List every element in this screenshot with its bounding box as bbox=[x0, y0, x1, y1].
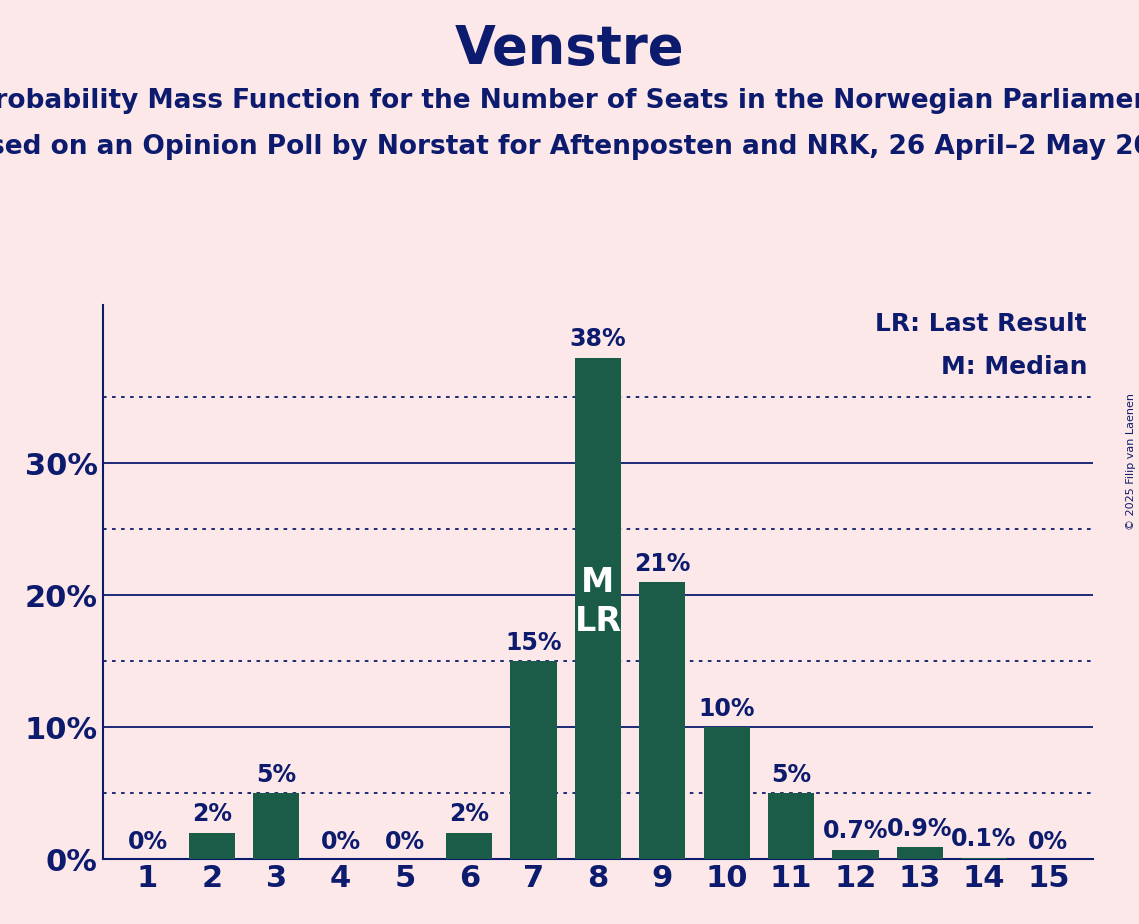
Text: 5%: 5% bbox=[256, 762, 296, 786]
Text: 0%: 0% bbox=[128, 830, 167, 854]
Bar bbox=[768, 794, 814, 859]
Text: LR: Last Result: LR: Last Result bbox=[876, 311, 1087, 335]
Bar bbox=[639, 582, 686, 859]
Text: 5%: 5% bbox=[771, 762, 811, 786]
Bar bbox=[704, 727, 749, 859]
Text: M: M bbox=[581, 565, 615, 599]
Bar bbox=[961, 858, 1007, 859]
Text: 21%: 21% bbox=[634, 552, 690, 576]
Text: 38%: 38% bbox=[570, 327, 626, 351]
Bar bbox=[510, 662, 557, 859]
Text: 0.7%: 0.7% bbox=[822, 820, 888, 844]
Text: M: Median: M: Median bbox=[941, 355, 1087, 379]
Bar bbox=[189, 833, 235, 859]
Text: 15%: 15% bbox=[506, 631, 562, 655]
Text: 0%: 0% bbox=[385, 830, 425, 854]
Bar bbox=[253, 794, 300, 859]
Text: Venstre: Venstre bbox=[454, 23, 685, 75]
Bar bbox=[575, 358, 621, 859]
Bar bbox=[446, 833, 492, 859]
Text: LR: LR bbox=[574, 605, 622, 638]
Text: Based on an Opinion Poll by Norstat for Aftenposten and NRK, 26 April–2 May 2022: Based on an Opinion Poll by Norstat for … bbox=[0, 134, 1139, 160]
Bar bbox=[896, 847, 943, 859]
Text: Probability Mass Function for the Number of Seats in the Norwegian Parliament: Probability Mass Function for the Number… bbox=[0, 88, 1139, 114]
Text: 0%: 0% bbox=[1029, 830, 1068, 854]
Text: 0.9%: 0.9% bbox=[887, 817, 952, 841]
Text: 0.1%: 0.1% bbox=[951, 827, 1017, 851]
Text: © 2025 Filip van Laenen: © 2025 Filip van Laenen bbox=[1126, 394, 1136, 530]
Text: 2%: 2% bbox=[191, 802, 232, 826]
Bar bbox=[833, 850, 878, 859]
Text: 2%: 2% bbox=[449, 802, 490, 826]
Text: 0%: 0% bbox=[320, 830, 361, 854]
Text: 10%: 10% bbox=[698, 697, 755, 721]
